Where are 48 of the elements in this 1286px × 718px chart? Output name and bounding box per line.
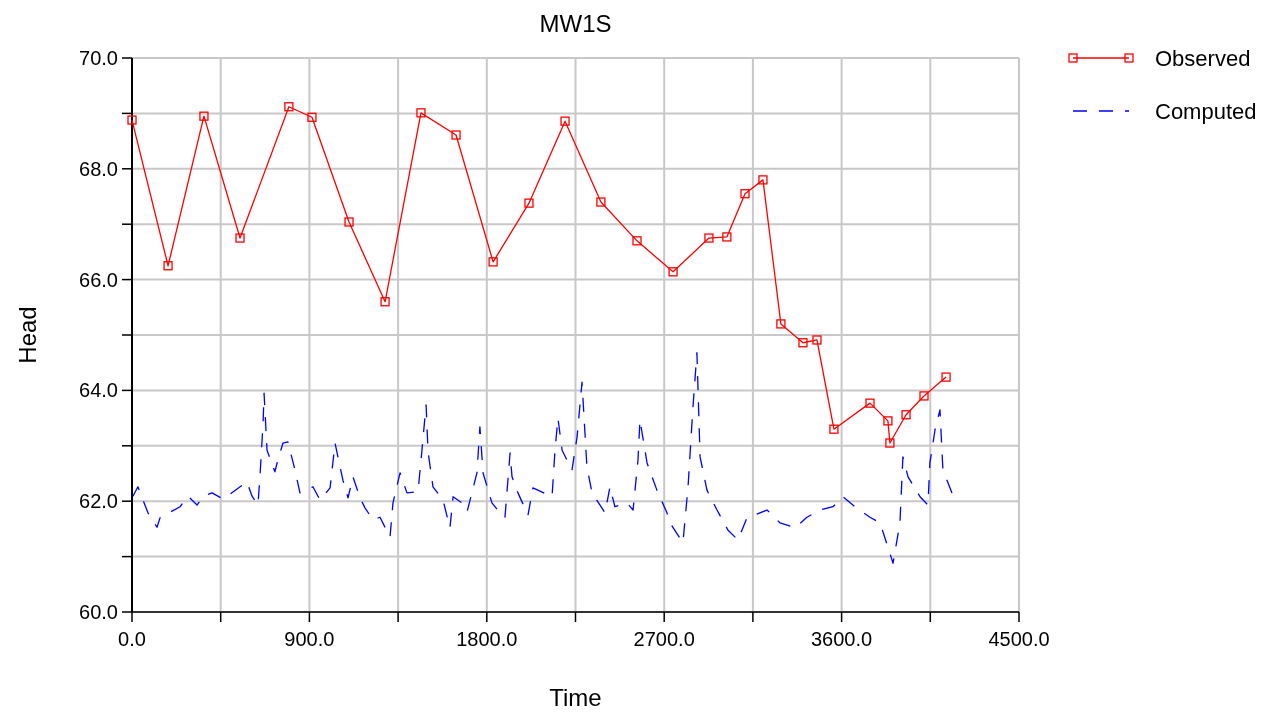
point [812,335,822,345]
point [941,372,951,382]
x-tick-label: 0.0 [118,628,146,650]
x-axis-title: Time [549,684,602,711]
point [829,424,839,434]
point [163,261,173,271]
x-tick-label: 3600.0 [811,628,873,650]
point [596,197,606,207]
legend-label: Computed [1155,99,1257,124]
y-tick-label: 70.0 [79,47,118,69]
point [524,198,534,208]
point [632,236,642,246]
y-tick-label: 64.0 [79,379,118,402]
point [740,189,750,199]
point [488,257,498,267]
point [451,130,461,140]
point [776,319,786,329]
point [235,233,245,243]
point [704,233,714,243]
y-axis-title: Head [14,306,41,364]
point [344,217,354,227]
point [416,108,426,118]
point [560,116,570,126]
point [919,391,929,401]
x-tick-label: 4500.0 [988,628,1050,650]
point [865,398,875,408]
y-tick-label: 60.0 [79,601,118,623]
point [380,297,390,307]
line-series [132,352,953,564]
point [885,438,895,448]
y-tick-label: 62.0 [79,490,118,513]
point [901,410,911,420]
point [127,115,137,125]
y-tick-label: 66.0 [79,268,118,291]
x-tick-label: 2700.0 [633,628,695,650]
legend-label: Observed [1155,46,1251,71]
point [668,267,678,277]
point [758,175,768,185]
point [284,102,294,112]
point [199,111,209,121]
point [798,338,808,348]
y-tick-label: 68.0 [79,157,118,180]
chart-title: MW1S [539,10,612,37]
point [307,112,317,122]
x-tick-label: 900.0 [284,628,335,650]
point [722,232,732,242]
point [883,416,893,426]
x-tick-label: 1800.0 [456,628,518,650]
